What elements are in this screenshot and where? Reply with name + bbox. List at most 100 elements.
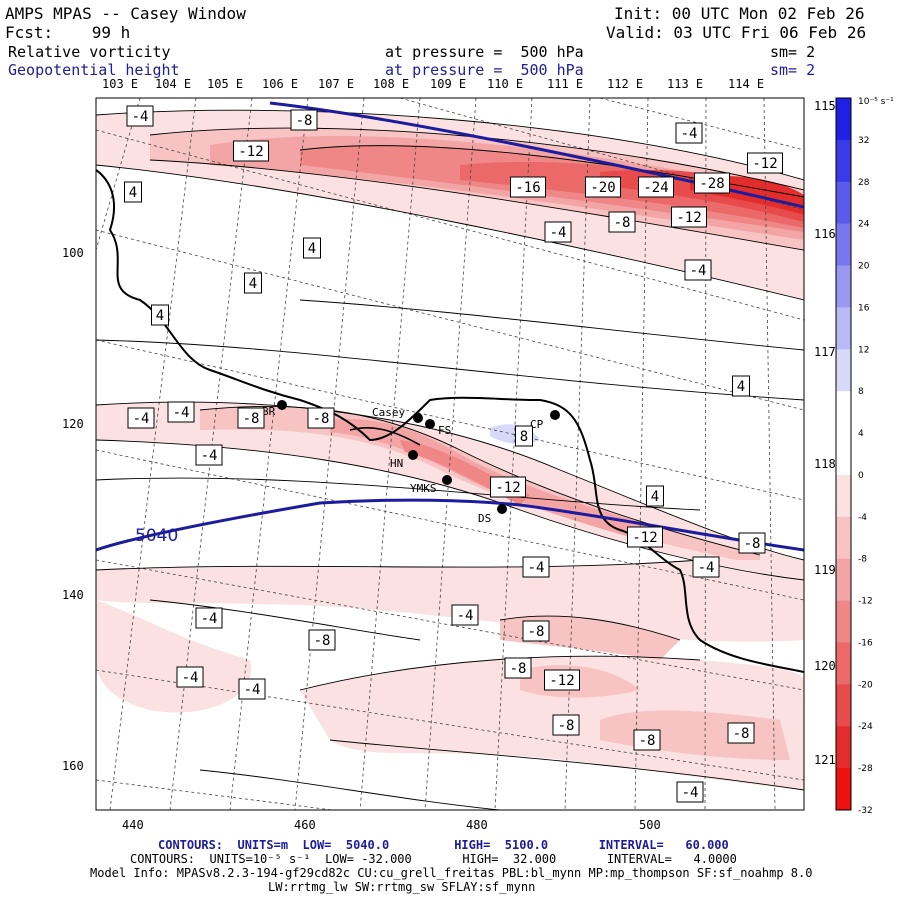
- colorbar-units: 10⁻⁵ s⁻¹: [858, 97, 894, 107]
- lon-label-top: 111 E: [547, 77, 584, 91]
- field1-pressure: at pressure = 500 hPa: [385, 43, 584, 61]
- lon-label-top: 104 E: [155, 77, 192, 91]
- station-label-ymks: YMKS: [410, 482, 437, 495]
- lon-label-top: 112 E: [607, 77, 644, 91]
- x-tick-label: 480: [466, 818, 488, 832]
- station-label-fs: FS: [438, 424, 451, 437]
- colorbar-swatch: [836, 516, 851, 560]
- contour-label: -12: [676, 210, 701, 226]
- colorbar-swatch: [836, 684, 851, 727]
- contour-label-box: [585, 176, 621, 198]
- station-label-ds: DS: [478, 512, 491, 525]
- lon-label-top: 103 E: [102, 77, 139, 91]
- colorbar-swatch: [836, 726, 851, 769]
- contour-label: -4: [244, 682, 261, 698]
- contour-label: -8: [744, 536, 761, 552]
- contour-label: -12: [549, 673, 574, 689]
- station-dot: [550, 410, 560, 420]
- contour-label: 4: [156, 308, 164, 324]
- contour-label-box: [727, 722, 755, 744]
- contour-label-box: [646, 485, 664, 507]
- station-dot: [442, 475, 452, 485]
- colorbar-swatch: [836, 433, 851, 476]
- contour-label-box: [308, 629, 336, 651]
- contour-label: -12: [238, 144, 263, 160]
- contour-label: -4: [550, 225, 567, 241]
- contour-label: -12: [495, 480, 520, 496]
- contour-label-box: [627, 526, 663, 548]
- colorbar-label: 24: [858, 220, 870, 230]
- footer-model-info: Model Info: MPASv8.2.3-194-gf29cd82c CU:…: [90, 866, 813, 880]
- contour-label-box: [510, 176, 546, 198]
- footer-model-info-2: LW:rrtmg_lw SW:rrtmg_sw SFLAY:sf_mynn: [268, 880, 536, 894]
- y-tick-label: 100: [62, 246, 84, 260]
- colorbar-swatch: [836, 307, 851, 350]
- contour-label-box: [675, 122, 703, 144]
- contour-label-box: [124, 181, 142, 203]
- contour-label: -8: [558, 718, 575, 734]
- init-time: Init: 00 UTC Mon 02 Feb 26: [614, 4, 865, 23]
- lon-label-top: 114 E: [728, 77, 765, 91]
- station-label-casey: Casey: [372, 406, 405, 419]
- contour-label-box: [244, 272, 262, 294]
- colorbar-label: -28: [858, 764, 873, 774]
- colorbar-swatch: [836, 98, 851, 141]
- y-tick-label: 120: [62, 417, 84, 431]
- colorbar-swatch: [836, 391, 851, 434]
- station-label-cp: CP: [530, 418, 544, 431]
- contour-label-box: [504, 657, 532, 679]
- contour-label-box: [515, 425, 533, 447]
- contour-label-box: [694, 172, 730, 194]
- colorbar-swatch: [836, 265, 851, 308]
- lon-label-top: 108 E: [373, 77, 410, 91]
- contour-label: -12: [632, 530, 657, 546]
- colorbar-label: 20: [858, 262, 870, 272]
- colorbar-label: -8: [858, 555, 867, 565]
- station-dot: [413, 413, 423, 423]
- contour-label-box: [522, 556, 550, 578]
- colorbar-label: -32: [858, 806, 873, 816]
- contour-label-box: [676, 781, 704, 803]
- contour-label-box: [303, 237, 321, 259]
- contour-label: -4: [690, 263, 707, 279]
- field2-pressure: at pressure = 500 hPa: [385, 61, 584, 79]
- colorbar-swatch: [836, 349, 851, 392]
- field1-smoothing: sm= 2: [770, 43, 816, 61]
- colorbar-label: -12: [858, 597, 873, 607]
- contour-label: -20: [590, 180, 615, 196]
- contour-label-box: [126, 105, 154, 127]
- contour-label-box: [176, 666, 204, 688]
- colorbar-swatch: [836, 181, 851, 225]
- x-tick-label: 460: [294, 818, 316, 832]
- contour-label-box: [522, 620, 550, 642]
- coastline-inlet: [349, 427, 421, 446]
- colorbar-swatch: [836, 139, 851, 183]
- colorbar-label: 8: [858, 387, 864, 397]
- contour-label-box: [608, 211, 636, 233]
- contour-label-box: [307, 407, 335, 429]
- colorbar-label: -16: [858, 638, 873, 648]
- colorbar-label: -20: [858, 680, 873, 690]
- contour-label: -4: [173, 405, 190, 421]
- lon-label-top: 107 E: [318, 77, 355, 91]
- coastline: [96, 169, 804, 673]
- contour-label: 4: [249, 276, 257, 292]
- colorbar-swatch: [836, 768, 851, 811]
- contour-label-box: [671, 206, 707, 228]
- colorbar-label: 0: [858, 471, 864, 481]
- contour-label: 4: [308, 241, 316, 257]
- contour-label-box: [290, 109, 318, 131]
- contour-label-box: [732, 375, 750, 397]
- contour-label: -8: [614, 215, 631, 231]
- lon-label-top: 106 E: [262, 77, 299, 91]
- contour-label: -8: [296, 113, 313, 129]
- contour-label-box: [738, 532, 766, 554]
- station-label-br: BR: [262, 405, 276, 418]
- contour-label-box: [638, 176, 674, 198]
- contour-label-box: [237, 407, 265, 429]
- contour-label: -8: [314, 633, 331, 649]
- contour-label-box: [195, 607, 223, 629]
- contour-label: -4: [201, 611, 218, 627]
- contour-label-box: [167, 401, 195, 423]
- height-contour-label: 5040: [135, 526, 178, 546]
